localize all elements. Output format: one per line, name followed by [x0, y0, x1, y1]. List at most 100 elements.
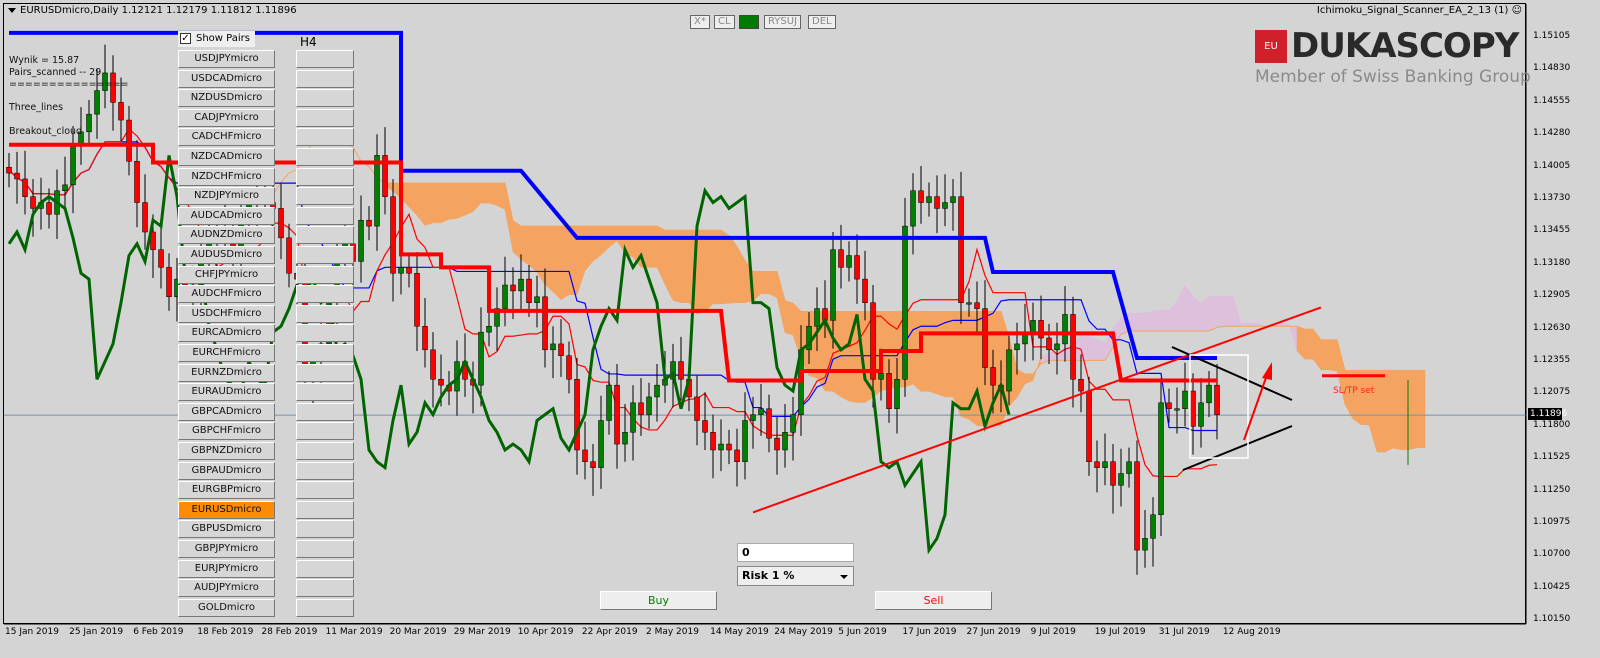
- candle-body: [966, 302, 972, 305]
- pair-h4-signal-button[interactable]: [296, 108, 354, 127]
- pair-h4-signal-button[interactable]: [296, 520, 354, 539]
- pair-h4-signal-button[interactable]: [296, 481, 354, 500]
- pair-button[interactable]: CADJPYmicro: [178, 108, 275, 127]
- pair-h4-signal-button[interactable]: [296, 50, 354, 68]
- pair-button[interactable]: GBPCHFmicro: [178, 422, 275, 441]
- candle-body: [718, 443, 724, 451]
- pair-button[interactable]: EURCHFmicro: [178, 344, 275, 362]
- pair-h4-signal-button[interactable]: [296, 285, 354, 304]
- candle-body: [6, 166, 12, 174]
- pair-button[interactable]: EURGBPmicro: [178, 481, 275, 500]
- rysuj-button[interactable]: RYSUJ: [764, 15, 802, 29]
- pair-h4-signal-button[interactable]: [296, 226, 354, 245]
- pair-button[interactable]: GBPCADmicro: [178, 402, 275, 421]
- pair-h4-signal-button[interactable]: [296, 167, 354, 186]
- pair-button[interactable]: CADCHFmicro: [178, 128, 275, 147]
- ichimoku-cloud-segment: [760, 271, 770, 295]
- candle-body: [566, 355, 572, 380]
- ichimoku-cloud-segment: [440, 182, 450, 224]
- pair-h4-signal-button[interactable]: [296, 265, 354, 284]
- pair-button[interactable]: GBPNZDmicro: [178, 442, 275, 460]
- pair-button[interactable]: USDJPYmicro: [178, 50, 275, 68]
- pair-button[interactable]: AUDJPYmicro: [178, 579, 275, 598]
- candle-body: [542, 296, 548, 351]
- candle-body: [494, 308, 500, 327]
- pair-button[interactable]: GBPJPYmicro: [178, 540, 275, 558]
- pair-button[interactable]: NZDJPYmicro: [178, 187, 275, 206]
- ichimoku-cloud-segment: [472, 182, 482, 213]
- pair-h4-signal-button[interactable]: [296, 559, 354, 578]
- dropdown-triangle-icon[interactable]: [8, 7, 16, 13]
- pair-button[interactable]: GBPAUDmicro: [178, 461, 275, 480]
- show-pairs-checkbox[interactable]: ✓ Show Pairs: [178, 31, 255, 47]
- pair-button[interactable]: USDCHFmicro: [178, 304, 275, 323]
- candle-body: [1070, 314, 1076, 380]
- pair-h4-signal-button[interactable]: [296, 187, 354, 206]
- pair-h4-signal-button[interactable]: [296, 461, 354, 480]
- candle-body: [598, 420, 604, 468]
- pair-button[interactable]: GOLDmicro: [178, 598, 275, 617]
- pair-h4-signal-button[interactable]: [296, 69, 354, 88]
- candle-body: [1126, 461, 1132, 474]
- x-tick-label: 17 Jun 2019: [902, 627, 957, 637]
- pair-h4-signal-button[interactable]: [296, 422, 354, 441]
- pair-h4-signal-button[interactable]: [296, 442, 354, 460]
- candle-body: [70, 143, 76, 186]
- pair-h4-signal-button[interactable]: [296, 206, 354, 225]
- candle-body: [894, 379, 900, 409]
- pair-h4-signal-button[interactable]: [296, 246, 354, 264]
- x-tick-label: 18 Feb 2019: [197, 627, 254, 637]
- x-tick-label: 10 Apr 2019: [517, 627, 574, 637]
- x-tick-label: 19 Jul 2019: [1094, 627, 1146, 637]
- del-button[interactable]: DEL: [808, 15, 836, 29]
- pair-h4-signal-button[interactable]: [296, 89, 354, 108]
- pair-h4-signal-button[interactable]: [296, 344, 354, 362]
- pair-button[interactable]: EURAUDmicro: [178, 383, 275, 402]
- pair-h4-signal-button[interactable]: [296, 363, 354, 382]
- pair-button[interactable]: EURNZDmicro: [178, 363, 275, 382]
- sell-button[interactable]: Sell: [875, 591, 992, 610]
- ichimoku-cloud-segment: [560, 225, 570, 301]
- pair-button[interactable]: EURJPYmicro: [178, 559, 275, 578]
- pair-button[interactable]: GBPUSDmicro: [178, 520, 275, 539]
- pair-button[interactable]: EURUSDmicro: [178, 500, 275, 519]
- pair-h4-signal-button[interactable]: [296, 540, 354, 558]
- pair-button[interactable]: AUDCADmicro: [178, 206, 275, 225]
- risk-select[interactable]: Risk 1 %: [737, 566, 854, 586]
- candle-body: [1190, 390, 1196, 427]
- buy-button[interactable]: Buy: [600, 591, 717, 610]
- candle-body: [782, 432, 788, 451]
- candle-body: [694, 396, 700, 421]
- pair-h4-signal-button[interactable]: [296, 324, 354, 343]
- x-star-button[interactable]: X*: [690, 15, 710, 29]
- candle-body: [166, 267, 172, 298]
- pair-h4-signal-button[interactable]: [296, 383, 354, 402]
- pair-h4-signal-button[interactable]: [296, 579, 354, 598]
- candle-body: [558, 343, 564, 356]
- pair-h4-signal-button[interactable]: [296, 598, 354, 617]
- risk-value: Risk 1 %: [742, 569, 795, 582]
- pair-button[interactable]: NZDCHFmicro: [178, 167, 275, 186]
- cl-button[interactable]: CL: [714, 15, 735, 29]
- ichimoku-cloud-segment: [720, 229, 730, 305]
- pair-h4-signal-button[interactable]: [296, 304, 354, 323]
- pair-button[interactable]: EURCADmicro: [178, 324, 275, 343]
- color-indicator-button[interactable]: [739, 15, 759, 29]
- pair-h4-signal-button[interactable]: [296, 128, 354, 147]
- pair-button[interactable]: USDCADmicro: [178, 69, 275, 88]
- candle-body: [1134, 461, 1140, 551]
- pair-h4-signal-button[interactable]: [296, 500, 354, 519]
- pair-button[interactable]: NZDCADmicro: [178, 148, 275, 166]
- pair-button[interactable]: AUDNZDmicro: [178, 226, 275, 245]
- pair-button[interactable]: AUDCHFmicro: [178, 285, 275, 304]
- pair-button[interactable]: CHFJPYmicro: [178, 265, 275, 284]
- pair-button[interactable]: NZDUSDmicro: [178, 89, 275, 108]
- pair-h4-signal-button[interactable]: [296, 148, 354, 166]
- pair-h4-signal-button[interactable]: [296, 402, 354, 421]
- wynik-text: Wynik = 15.87: [9, 55, 80, 66]
- candle-body: [958, 196, 964, 303]
- candle-body: [750, 414, 756, 421]
- pair-button[interactable]: AUDUSDmicro: [178, 246, 275, 264]
- lot-input[interactable]: 0: [737, 543, 854, 562]
